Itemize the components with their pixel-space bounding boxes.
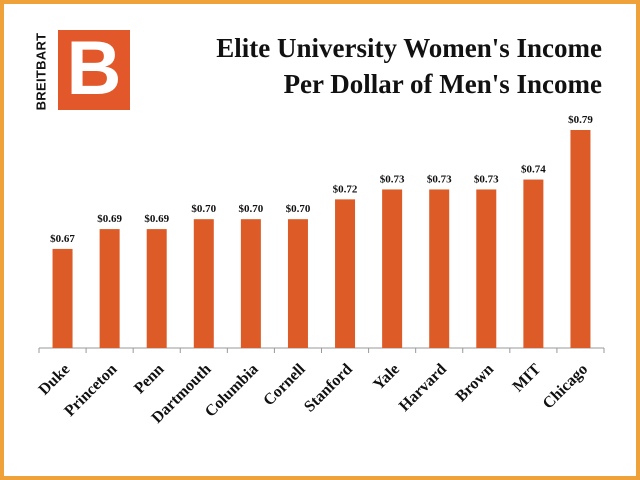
- bar: [193, 219, 214, 348]
- bar: [287, 219, 308, 348]
- x-tick-label: Princeton: [61, 361, 120, 420]
- x-tick-label: Penn: [131, 361, 168, 398]
- bar: [240, 219, 261, 348]
- data-label: $0.70: [286, 203, 311, 215]
- data-label: $0.72: [333, 183, 358, 195]
- data-label: $0.69: [97, 213, 122, 225]
- data-label: $0.73: [474, 173, 499, 185]
- x-tick-label: Chicago: [540, 361, 592, 413]
- data-label: $0.79: [568, 114, 593, 126]
- bar: [523, 179, 544, 348]
- data-label: $0.69: [144, 213, 169, 225]
- x-tick-label: Harvard: [396, 361, 450, 415]
- x-tick-label: Brown: [453, 361, 498, 406]
- data-label: $0.70: [239, 203, 264, 215]
- data-label: $0.70: [191, 203, 216, 215]
- x-tick-label: Stanford: [301, 361, 356, 416]
- data-label: $0.74: [521, 164, 546, 176]
- bar: [429, 189, 450, 348]
- x-tick-label: MIT: [510, 361, 545, 396]
- bar: [52, 248, 73, 348]
- bar: [146, 229, 167, 348]
- chart-title: Elite University Women's Income Per Doll…: [216, 30, 602, 102]
- bar: [99, 229, 120, 348]
- data-label: $0.73: [427, 173, 452, 185]
- chart-title-line-2: Per Dollar of Men's Income: [283, 69, 602, 99]
- x-tick-label: Duke: [36, 361, 74, 399]
- bar: [476, 189, 497, 348]
- data-label: $0.73: [380, 173, 405, 185]
- x-tick-label: Yale: [370, 361, 403, 394]
- bar: [382, 189, 403, 348]
- bar: [570, 130, 591, 348]
- logo-badge: [58, 30, 130, 110]
- data-label: $0.67: [50, 233, 75, 245]
- chart-title-line-1: Elite University Women's Income: [216, 33, 602, 63]
- bar: [335, 199, 356, 348]
- logo-letter: B: [66, 26, 122, 111]
